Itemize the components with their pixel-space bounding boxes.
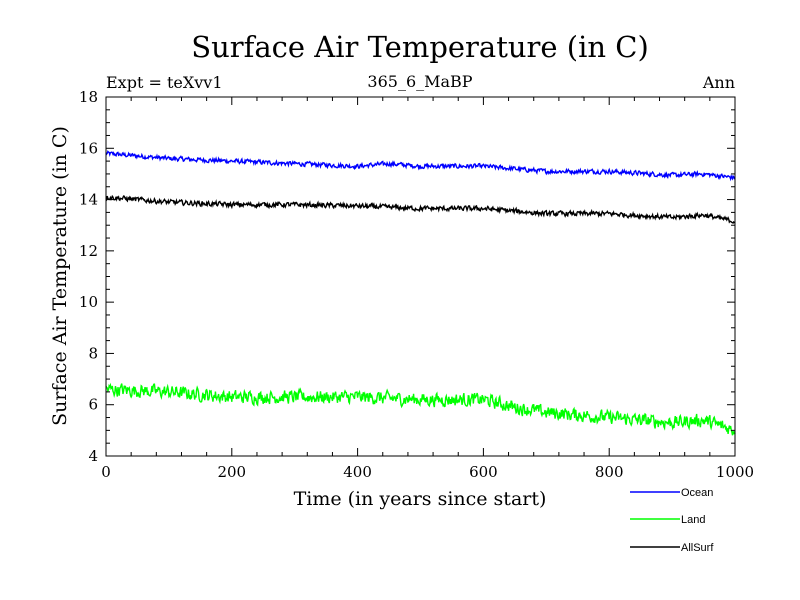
x-tick-label: 400 (343, 463, 372, 481)
y-axis-label: Surface Air Temperature (in C) (49, 126, 71, 426)
x-tick-label: 0 (101, 463, 111, 481)
x-tick-label: 1000 (716, 463, 754, 481)
chart-subtitle: 365_6_MaBP (367, 72, 472, 91)
legend-label-allsurf: AllSurf (681, 542, 714, 554)
tick-layer: 0 200 400 600 800 1000 4 6 8 10 12 14 16 18 (79, 88, 754, 481)
x-tick-label: 600 (469, 463, 498, 481)
y-tick-label: 14 (79, 191, 98, 209)
legend-label-ocean: Ocean (681, 487, 713, 499)
y-tick-label: 10 (79, 293, 98, 311)
legend-label-land: Land (681, 514, 705, 526)
x-axis-label: Time (in years since start) (294, 488, 547, 510)
series-line-ocean (105, 150, 736, 182)
series-line-allsurf (105, 194, 736, 224)
series-line-land (105, 382, 736, 436)
y-tick-label: 8 (88, 344, 98, 362)
y-tick-label: 16 (79, 139, 98, 157)
y-tick-label: 6 (88, 396, 98, 414)
y-tick-label: 18 (79, 88, 98, 106)
chart-title: Surface Air Temperature (in C) (191, 30, 649, 64)
season-label: Ann (702, 73, 735, 92)
y-tick-label: 12 (79, 242, 98, 260)
x-tick-label: 200 (217, 463, 246, 481)
x-tick-label: 800 (595, 463, 624, 481)
y-tick-label: 4 (88, 447, 98, 465)
experiment-label: Expt = teXvv1 (106, 73, 223, 92)
series-layer (105, 150, 736, 436)
legend: Ocean Land AllSurf (630, 487, 714, 554)
